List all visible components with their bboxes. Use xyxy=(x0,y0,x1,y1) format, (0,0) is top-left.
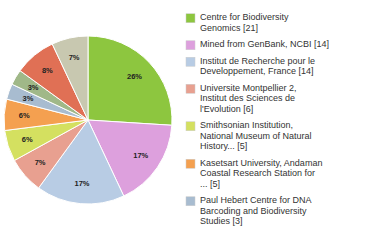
data-label: 3% xyxy=(23,94,34,103)
data-labels: 26%17%17%7%6%6%3%3%8%7% xyxy=(19,53,149,188)
data-label: 7% xyxy=(69,53,80,62)
legend-swatch xyxy=(186,159,195,168)
data-label: 26% xyxy=(127,72,142,81)
legend-label: Smithsonian Institution,National Museum … xyxy=(200,120,312,151)
legend-label: Mined from GenBank, NCBI [14] xyxy=(200,39,329,49)
legend-swatch xyxy=(186,84,195,93)
data-label: 17% xyxy=(74,179,89,188)
data-label: 7% xyxy=(35,158,46,167)
legend-label: Kasetsart University, AndamanCoastal Res… xyxy=(200,158,322,189)
chart: 26%17%17%7%6%6%3%3%8%7%Centre for Biodiv… xyxy=(0,0,380,240)
legend-label: Centre for BiodiversityGenomics [21] xyxy=(200,12,289,33)
legend-swatch xyxy=(186,14,195,23)
pie xyxy=(4,36,172,204)
legend: Centre for BiodiversityGenomics [21] Mine… xyxy=(186,12,329,226)
data-label: 3% xyxy=(28,83,39,92)
data-label: 8% xyxy=(42,66,53,75)
legend-label: Universite Montpellier 2,Institut des Sc… xyxy=(200,83,297,114)
legend-swatch xyxy=(186,41,195,50)
data-label: 6% xyxy=(22,135,33,144)
data-label: 6% xyxy=(19,111,30,120)
legend-swatch xyxy=(186,57,195,66)
slice xyxy=(52,36,88,120)
legend-label: Paul Hebert Centre for DNABarcoding and … xyxy=(200,195,312,226)
legend-swatch xyxy=(186,197,195,206)
slice xyxy=(88,36,172,125)
legend-swatch xyxy=(186,122,195,131)
legend-label: Institut de Recherche pour leDeveloppeme… xyxy=(200,56,315,77)
data-label: 17% xyxy=(133,151,148,160)
